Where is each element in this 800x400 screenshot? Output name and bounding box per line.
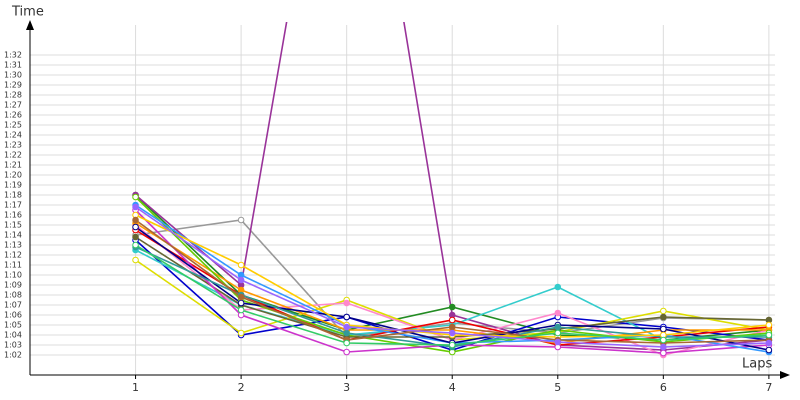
point <box>448 316 456 324</box>
y-tick-label: 1:16 <box>4 211 22 220</box>
point <box>660 336 667 344</box>
point <box>132 256 139 264</box>
point <box>237 306 245 314</box>
x-tick-label: 1 <box>132 381 139 394</box>
y-tick-label: 1:09 <box>4 281 22 290</box>
point <box>554 329 562 337</box>
y-tick-label: 1:03 <box>4 341 22 350</box>
point <box>448 303 456 311</box>
point <box>660 343 667 351</box>
y-tick-label: 1:10 <box>4 271 22 280</box>
x-tick-label: 7 <box>765 381 772 394</box>
point <box>343 348 350 356</box>
point <box>765 339 773 347</box>
y-tick-label: 1:13 <box>4 241 22 250</box>
y-tick-label: 1:23 <box>4 141 22 150</box>
point <box>132 223 139 231</box>
y-tick-label: 1:08 <box>4 291 22 300</box>
point <box>237 276 245 284</box>
point <box>237 216 245 224</box>
point <box>237 293 245 301</box>
y-tick-label: 1:04 <box>4 331 22 340</box>
point <box>132 233 139 241</box>
y-tick-label: 1:05 <box>4 321 22 330</box>
x-axis-label: Laps <box>742 357 772 372</box>
point <box>660 313 667 321</box>
y-tick-label: 1:18 <box>4 191 22 200</box>
y-tick-label: 1:17 <box>4 201 22 210</box>
point <box>554 323 562 331</box>
y-tick-label: 1:25 <box>4 121 22 130</box>
y-tick-label: 1:30 <box>4 71 22 80</box>
point <box>765 321 773 329</box>
x-tick-label: 6 <box>660 381 667 394</box>
y-tick-label: 1:22 <box>4 151 22 160</box>
y-tick-label: 1:31 <box>4 61 22 70</box>
point <box>660 325 667 333</box>
y-tick-label: 1:26 <box>4 111 22 120</box>
y-axis-label: Time <box>11 5 44 20</box>
x-tick-label: 3 <box>343 381 350 394</box>
y-tick-label: 1:11 <box>4 261 22 270</box>
y-tick-label: 1:02 <box>4 351 22 360</box>
grid <box>30 25 775 375</box>
y-tick-label: 1:24 <box>4 131 22 140</box>
point <box>237 299 245 307</box>
point <box>237 261 245 269</box>
point <box>554 338 562 346</box>
point <box>132 216 139 224</box>
y-tick-label: 1:12 <box>4 251 22 260</box>
point <box>660 349 667 357</box>
y-tick-label: 1:19 <box>4 181 22 190</box>
y-tick-label: 1:27 <box>4 101 22 110</box>
point <box>554 283 562 291</box>
plot-area <box>132 22 773 359</box>
point <box>132 193 139 201</box>
point <box>448 323 456 331</box>
y-tick-label: 1:29 <box>4 81 22 90</box>
y-tick-label: 1:06 <box>4 311 22 320</box>
y-tick-label: 1:21 <box>4 161 22 170</box>
point <box>132 203 139 211</box>
y-tick-label: 1:20 <box>4 171 22 180</box>
point <box>660 307 667 315</box>
x-axis-arrow <box>780 371 790 379</box>
y-tick-label: 1:14 <box>4 231 22 240</box>
y-tick-label: 1:32 <box>4 51 22 60</box>
x-tick-label: 2 <box>238 381 245 394</box>
point <box>448 329 456 337</box>
x-tick-label: 4 <box>449 381 456 394</box>
point <box>343 323 350 331</box>
point <box>765 331 773 339</box>
point <box>554 309 562 317</box>
point <box>343 329 350 337</box>
point <box>448 341 456 349</box>
point <box>343 299 350 307</box>
y-tick-label: 1:28 <box>4 91 22 100</box>
point <box>765 346 773 354</box>
point <box>132 241 139 249</box>
y-tick-label: 1:15 <box>4 221 22 230</box>
x-tick-label: 5 <box>554 381 561 394</box>
y-axis-arrow <box>26 20 34 30</box>
point <box>237 329 245 337</box>
point <box>343 339 350 347</box>
y-tick-label: 1:07 <box>4 301 22 310</box>
point <box>343 313 350 321</box>
